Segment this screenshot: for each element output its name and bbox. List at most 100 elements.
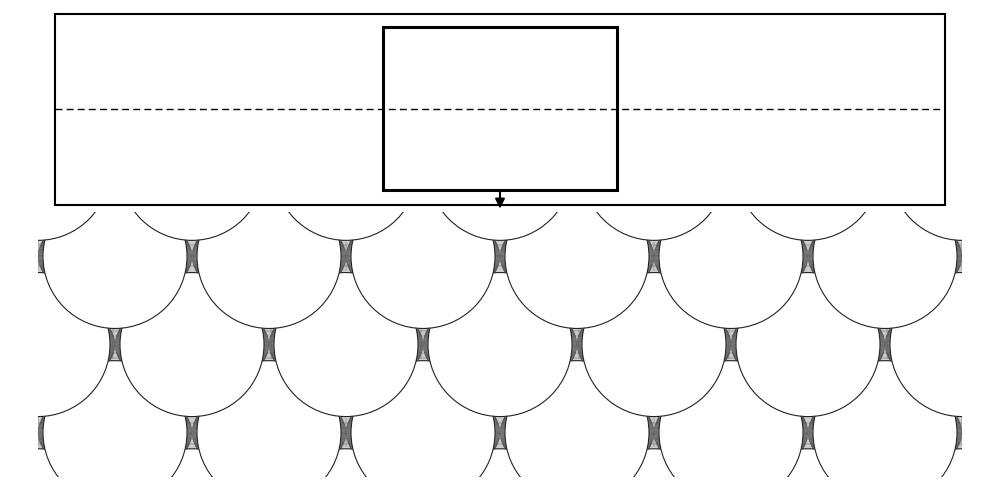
- Ellipse shape: [596, 154, 616, 175]
- Bar: [38, 213, 962, 477]
- Ellipse shape: [369, 176, 389, 197]
- Ellipse shape: [799, 23, 819, 45]
- Ellipse shape: [120, 97, 264, 241]
- Ellipse shape: [849, 154, 869, 175]
- Ellipse shape: [120, 273, 264, 417]
- Ellipse shape: [748, 154, 768, 175]
- Ellipse shape: [444, 67, 464, 88]
- Ellipse shape: [925, 176, 945, 197]
- Ellipse shape: [419, 89, 439, 110]
- Ellipse shape: [900, 110, 920, 132]
- Ellipse shape: [697, 23, 717, 45]
- Ellipse shape: [141, 67, 161, 88]
- Ellipse shape: [967, 9, 1000, 153]
- Ellipse shape: [394, 23, 414, 45]
- Ellipse shape: [723, 89, 743, 110]
- Ellipse shape: [495, 67, 515, 88]
- Ellipse shape: [571, 132, 591, 153]
- Ellipse shape: [0, 273, 110, 417]
- Ellipse shape: [520, 89, 540, 110]
- Ellipse shape: [116, 45, 136, 66]
- Ellipse shape: [596, 110, 616, 132]
- Ellipse shape: [672, 89, 692, 110]
- Ellipse shape: [799, 67, 819, 88]
- Ellipse shape: [890, 449, 1000, 484]
- Ellipse shape: [369, 132, 389, 153]
- Ellipse shape: [824, 89, 844, 110]
- Ellipse shape: [647, 154, 667, 175]
- Ellipse shape: [141, 23, 161, 45]
- Ellipse shape: [0, 449, 110, 484]
- Ellipse shape: [723, 45, 743, 66]
- Ellipse shape: [748, 110, 768, 132]
- Ellipse shape: [495, 110, 515, 132]
- Ellipse shape: [723, 132, 743, 153]
- Ellipse shape: [191, 110, 211, 132]
- Ellipse shape: [849, 110, 869, 132]
- Ellipse shape: [0, 9, 33, 153]
- Ellipse shape: [428, 97, 572, 241]
- Ellipse shape: [659, 9, 803, 153]
- Ellipse shape: [813, 185, 957, 329]
- Ellipse shape: [546, 110, 566, 132]
- Ellipse shape: [242, 67, 262, 88]
- Ellipse shape: [824, 45, 844, 66]
- Ellipse shape: [571, 89, 591, 110]
- Ellipse shape: [773, 89, 793, 110]
- Ellipse shape: [343, 110, 363, 132]
- Ellipse shape: [217, 89, 237, 110]
- Ellipse shape: [343, 67, 363, 88]
- Ellipse shape: [890, 273, 1000, 417]
- Ellipse shape: [369, 45, 389, 66]
- Ellipse shape: [697, 110, 717, 132]
- Ellipse shape: [520, 45, 540, 66]
- Ellipse shape: [824, 132, 844, 153]
- Ellipse shape: [141, 110, 161, 132]
- Ellipse shape: [925, 45, 945, 66]
- Ellipse shape: [318, 89, 338, 110]
- Ellipse shape: [799, 154, 819, 175]
- Ellipse shape: [621, 45, 641, 66]
- Bar: [55, 15, 945, 206]
- Ellipse shape: [242, 154, 262, 175]
- Ellipse shape: [736, 273, 880, 417]
- Ellipse shape: [166, 132, 186, 153]
- Ellipse shape: [773, 45, 793, 66]
- Ellipse shape: [697, 154, 717, 175]
- Ellipse shape: [874, 89, 894, 110]
- Ellipse shape: [197, 185, 341, 329]
- Ellipse shape: [419, 176, 439, 197]
- Ellipse shape: [419, 132, 439, 153]
- Ellipse shape: [43, 185, 187, 329]
- Ellipse shape: [293, 154, 313, 175]
- Ellipse shape: [736, 449, 880, 484]
- Ellipse shape: [647, 23, 667, 45]
- Ellipse shape: [444, 23, 464, 45]
- Ellipse shape: [90, 67, 110, 88]
- Ellipse shape: [824, 176, 844, 197]
- Ellipse shape: [748, 23, 768, 45]
- Ellipse shape: [596, 67, 616, 88]
- Ellipse shape: [65, 132, 85, 153]
- Ellipse shape: [191, 23, 211, 45]
- Ellipse shape: [166, 176, 186, 197]
- Ellipse shape: [444, 154, 464, 175]
- Ellipse shape: [748, 67, 768, 88]
- Ellipse shape: [318, 132, 338, 153]
- Ellipse shape: [428, 273, 572, 417]
- Ellipse shape: [444, 110, 464, 132]
- Ellipse shape: [520, 176, 540, 197]
- Ellipse shape: [900, 23, 920, 45]
- Ellipse shape: [571, 45, 591, 66]
- Ellipse shape: [505, 9, 649, 153]
- Ellipse shape: [773, 132, 793, 153]
- Ellipse shape: [394, 154, 414, 175]
- Ellipse shape: [90, 110, 110, 132]
- Ellipse shape: [267, 176, 287, 197]
- Ellipse shape: [470, 45, 490, 66]
- Bar: [383, 28, 617, 190]
- Ellipse shape: [470, 89, 490, 110]
- Ellipse shape: [582, 97, 726, 241]
- Ellipse shape: [419, 45, 439, 66]
- Ellipse shape: [120, 449, 264, 484]
